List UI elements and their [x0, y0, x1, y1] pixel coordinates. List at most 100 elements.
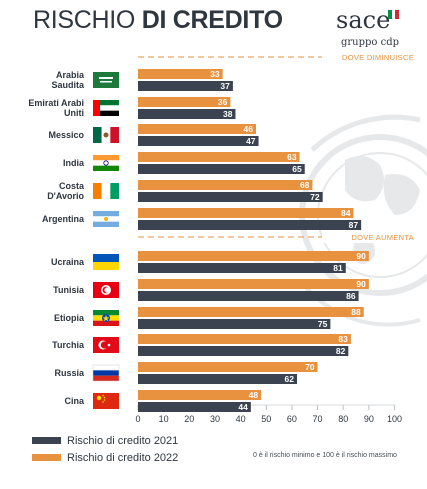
flag-part — [101, 183, 111, 199]
bar-label-2022: 83 — [338, 334, 348, 344]
x-tick-label: 90 — [364, 414, 374, 424]
globe-arc — [310, 114, 421, 152]
bar-2021 — [138, 263, 346, 273]
flag-part — [93, 183, 102, 199]
bar-2022 — [138, 334, 351, 344]
flag-part — [93, 370, 119, 376]
x-tick-label: 80 — [338, 414, 348, 424]
flag-mexico-icon — [93, 127, 119, 143]
flag-part — [102, 315, 110, 322]
bar-label-2022: 33 — [210, 69, 220, 79]
x-tick-label: 70 — [313, 414, 323, 424]
flag-part — [93, 375, 119, 381]
bar-2021 — [138, 291, 359, 301]
bar-label-2021: 47 — [246, 136, 256, 146]
flag-part — [103, 399, 106, 401]
bar-2021 — [138, 319, 331, 329]
bar-label-2021: 87 — [349, 220, 359, 230]
flag-saudi-arabia-icon — [93, 72, 119, 88]
bar-label-2021: 62 — [285, 374, 295, 384]
flag-part — [110, 127, 119, 143]
category-label: Emirati Arabi Uniti — [28, 98, 84, 118]
legend-swatch-2022 — [32, 454, 61, 462]
category-label: Messico — [48, 130, 84, 140]
bar-label-2022: 84 — [341, 208, 351, 218]
flag-part — [100, 81, 112, 83]
bar-2021 — [138, 136, 259, 146]
flag-argentina-icon — [93, 211, 119, 227]
flag-part — [110, 183, 119, 199]
flag-ivory-coast-icon — [93, 183, 119, 199]
flag-part — [107, 343, 111, 347]
legend-label-2021: Rischio di credito 2021 — [67, 434, 179, 447]
flag-part — [93, 155, 119, 161]
flag-china-icon — [93, 393, 119, 409]
flag-ethiopia-icon — [93, 310, 119, 326]
x-tick-label: 60 — [287, 414, 297, 424]
flag-part — [103, 160, 109, 166]
x-tick-label: 0 — [135, 414, 140, 424]
flag-russia-icon — [92, 364, 120, 382]
flag-part — [93, 320, 119, 326]
flag-part — [93, 127, 102, 143]
category-label: Etiopia — [54, 313, 85, 323]
category-label: Cina — [64, 396, 84, 406]
legend-label-2022: Rischio di credito 2022 — [67, 451, 179, 464]
italy-flag-icon — [388, 10, 400, 19]
x-tick-label: 40 — [236, 414, 246, 424]
bar-label-2022: 46 — [244, 124, 254, 134]
flag-part — [93, 211, 119, 217]
bar-label-2022: 90 — [356, 251, 366, 261]
legend-item-2022: Rischio di credito 2022 — [32, 449, 178, 467]
bar-label-2022: 90 — [356, 279, 366, 289]
bar-2021 — [138, 220, 362, 230]
bar-2022 — [138, 124, 256, 134]
flag-part — [93, 310, 119, 316]
flag-part — [93, 160, 119, 166]
flag-part — [93, 393, 119, 409]
x-tick-label: 10 — [159, 414, 169, 424]
bar-2021 — [138, 346, 349, 356]
bar-2022 — [138, 279, 369, 289]
category-label: Costa D'Avorio — [47, 181, 85, 201]
bar-2022 — [138, 208, 354, 218]
flag-part — [103, 396, 106, 399]
flag-part — [104, 217, 108, 221]
bar-label-2021: 44 — [238, 402, 248, 412]
title-bold: DI CREDITO — [141, 6, 283, 34]
title-light: RISCHIO — [33, 6, 142, 34]
x-tick-label: 100 — [387, 414, 402, 424]
flag-uae-icon — [93, 100, 119, 116]
flag-part — [93, 165, 119, 171]
flag-part — [93, 100, 119, 106]
divider-label-bg — [322, 231, 418, 243]
bar-2022 — [138, 152, 300, 162]
divider-label: DOVE DIMINUISCE — [342, 53, 414, 62]
bar-label-2021: 75 — [318, 319, 328, 329]
flag-part — [102, 401, 104, 403]
bar-2022 — [138, 307, 364, 317]
flag-part — [99, 77, 113, 79]
x-tick-label: 50 — [261, 414, 271, 424]
bar-2021 — [138, 109, 236, 119]
flag-india-icon — [93, 155, 119, 171]
flag-part — [96, 395, 102, 401]
bar-label-2022: 63 — [287, 152, 297, 162]
bar-2022 — [138, 251, 369, 261]
page-title: RISCHIO DI CREDITO — [33, 6, 283, 35]
bar-2022 — [138, 362, 318, 372]
logo-brand: sace — [336, 6, 391, 34]
sace-logo: sace gruppo cdp — [336, 6, 406, 52]
flag-part — [93, 105, 119, 111]
bar-2021 — [138, 192, 323, 202]
logo-subtitle: gruppo cdp — [341, 37, 400, 48]
flag-part — [103, 132, 109, 138]
flag-part — [92, 364, 120, 382]
bar-label-2022: 88 — [351, 307, 361, 317]
divider-label-bg — [322, 51, 418, 63]
bar-2021 — [138, 81, 233, 91]
bar-2022 — [138, 390, 262, 400]
globe-land — [345, 156, 384, 202]
bar-label-2022: 48 — [249, 390, 259, 400]
